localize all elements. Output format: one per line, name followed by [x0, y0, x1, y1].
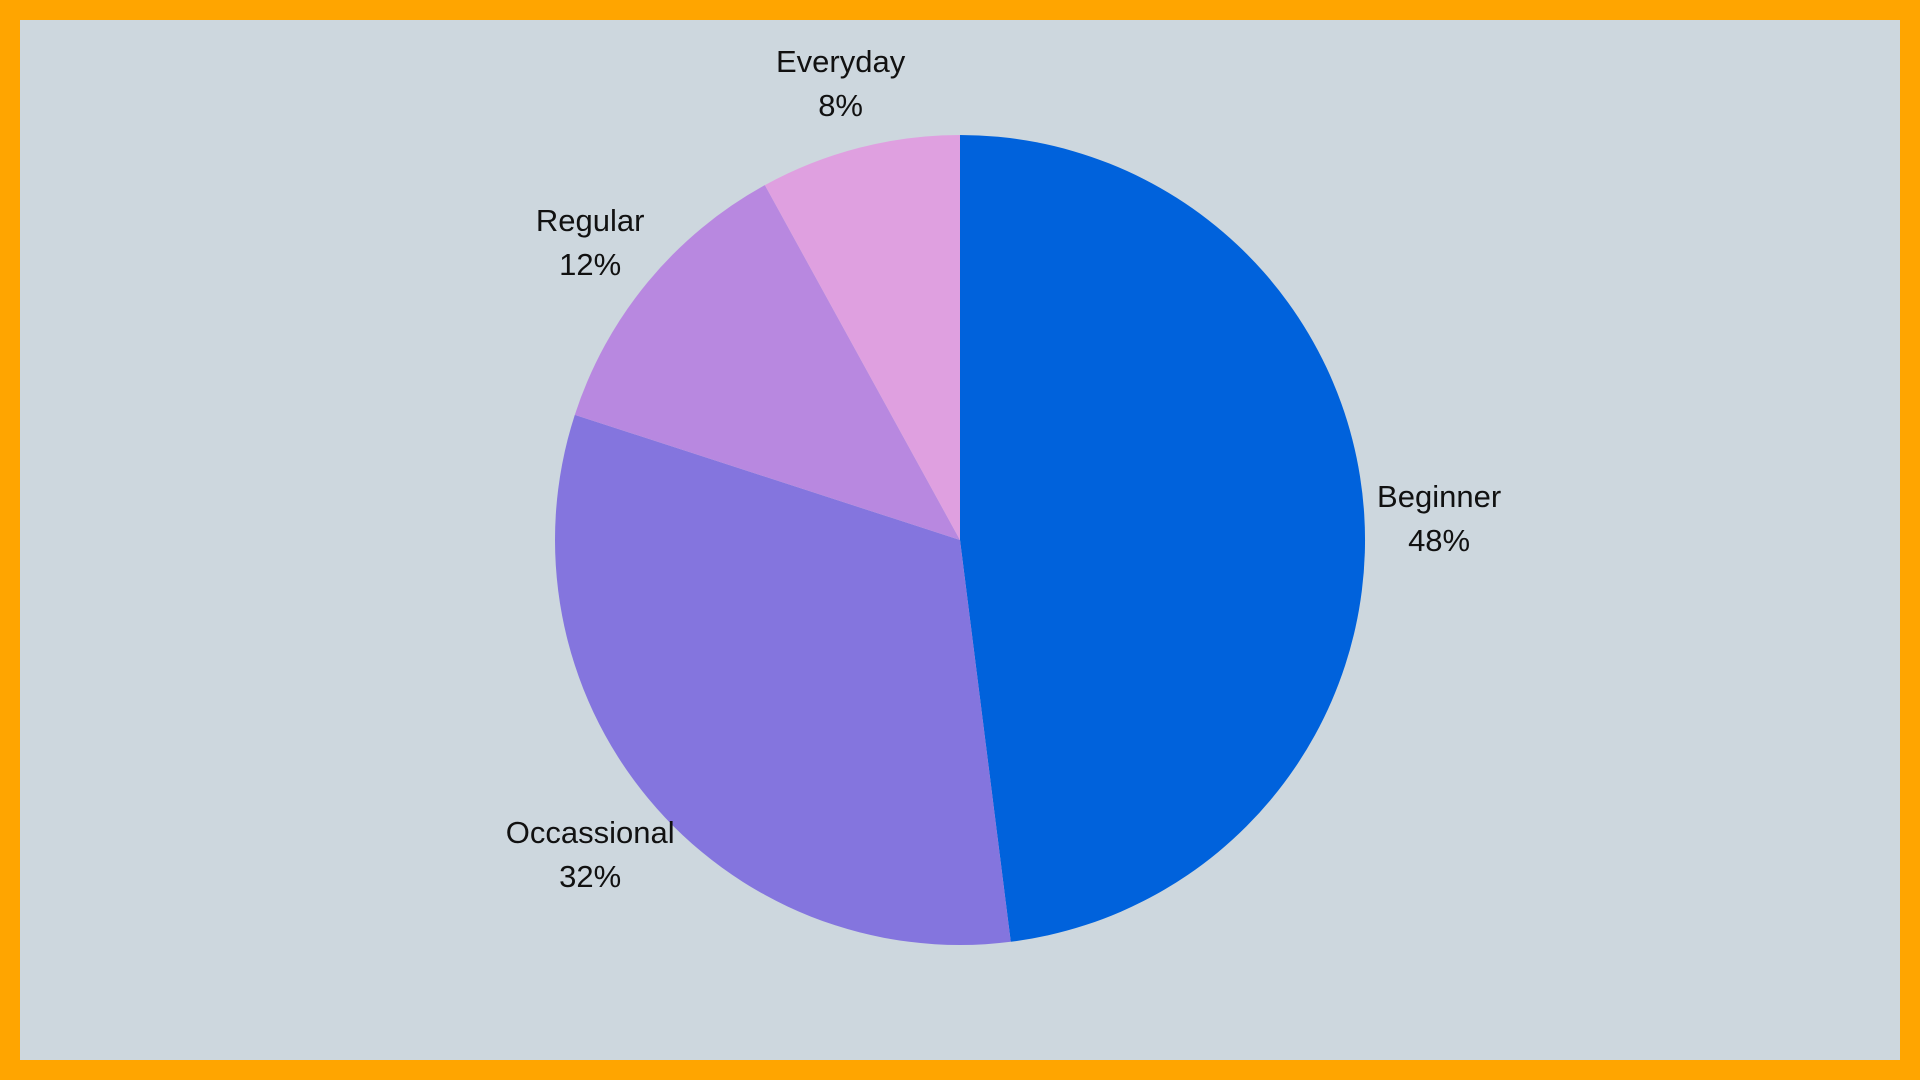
slice-label-everyday: Everyday [776, 44, 906, 79]
slice-label-beginner: Beginner [1377, 479, 1501, 514]
slice-value-everyday: 8% [818, 88, 863, 123]
pie-slice-everyday [764, 135, 960, 540]
pie-slice-regular [574, 185, 960, 540]
slice-label-occassional: Occassional [506, 815, 675, 850]
slice-value-regular: 12% [559, 247, 621, 282]
slice-value-occassional: 32% [559, 859, 621, 894]
pie-slice-occassional [554, 414, 1011, 946]
pie-labels: Beginner 48% Occassional 32% Regular 12% Every… [506, 44, 1501, 894]
slice-value-beginner: 48% [1408, 523, 1470, 558]
slice-label-regular: Regular [536, 203, 645, 238]
pie-slice-beginner [960, 135, 1366, 942]
pie-slices [554, 135, 1366, 946]
